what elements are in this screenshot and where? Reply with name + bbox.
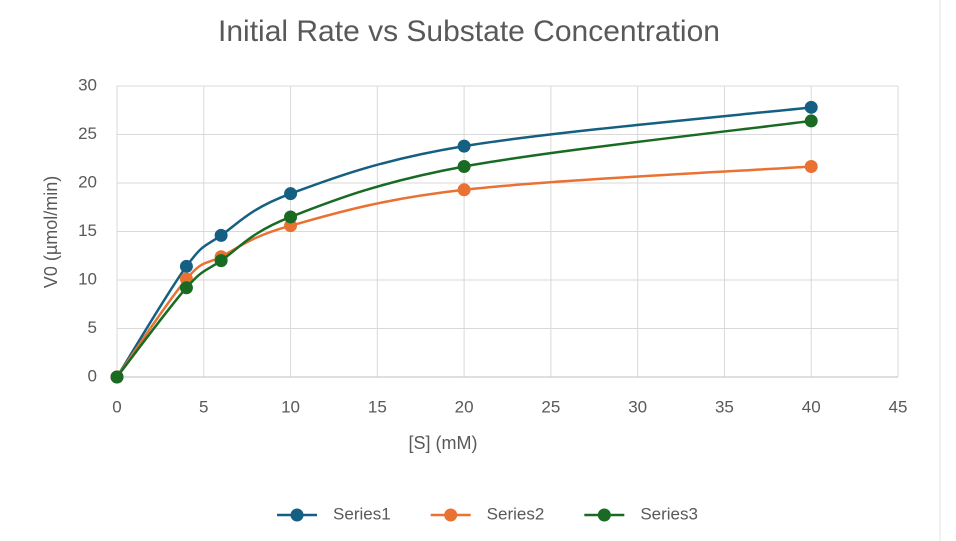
data-point bbox=[214, 254, 228, 268]
legend-label: Series3 bbox=[640, 504, 698, 523]
x-tick-label: 30 bbox=[628, 397, 647, 416]
y-axis-label: V0 (µmol/min) bbox=[41, 176, 61, 288]
y-tick-label: 20 bbox=[78, 172, 97, 191]
legend-label: Series1 bbox=[333, 504, 391, 523]
data-point bbox=[457, 139, 471, 153]
data-point bbox=[457, 160, 471, 174]
data-point bbox=[804, 100, 818, 114]
data-point bbox=[179, 259, 193, 273]
data-point bbox=[214, 228, 228, 242]
data-point bbox=[179, 281, 193, 295]
data-point bbox=[804, 114, 818, 128]
x-tick-label: 5 bbox=[199, 397, 208, 416]
y-tick-label: 10 bbox=[78, 269, 97, 288]
legend-marker bbox=[444, 508, 458, 522]
y-tick-label: 30 bbox=[78, 75, 97, 94]
x-tick-label: 10 bbox=[281, 397, 300, 416]
x-tick-label: 45 bbox=[889, 397, 908, 416]
x-axis-label: [S] (mM) bbox=[409, 433, 478, 453]
chart-title: Initial Rate vs Substate Concentration bbox=[218, 15, 720, 48]
x-tick-label: 20 bbox=[455, 397, 474, 416]
x-tick-label: 40 bbox=[802, 397, 821, 416]
data-point bbox=[110, 370, 124, 384]
data-point bbox=[804, 160, 818, 174]
x-tick-label: 15 bbox=[368, 397, 387, 416]
legend-marker bbox=[597, 508, 611, 522]
y-tick-label: 0 bbox=[88, 366, 97, 385]
x-tick-label: 35 bbox=[715, 397, 734, 416]
data-point bbox=[284, 187, 298, 201]
data-point bbox=[457, 183, 471, 197]
legend-label: Series2 bbox=[487, 504, 545, 523]
y-tick-label: 15 bbox=[78, 221, 97, 240]
legend-marker bbox=[290, 508, 304, 522]
y-tick-label: 25 bbox=[78, 124, 97, 143]
x-tick-label: 0 bbox=[112, 397, 121, 416]
data-point bbox=[284, 210, 298, 224]
y-tick-label: 5 bbox=[88, 318, 97, 337]
x-tick-label: 25 bbox=[541, 397, 560, 416]
